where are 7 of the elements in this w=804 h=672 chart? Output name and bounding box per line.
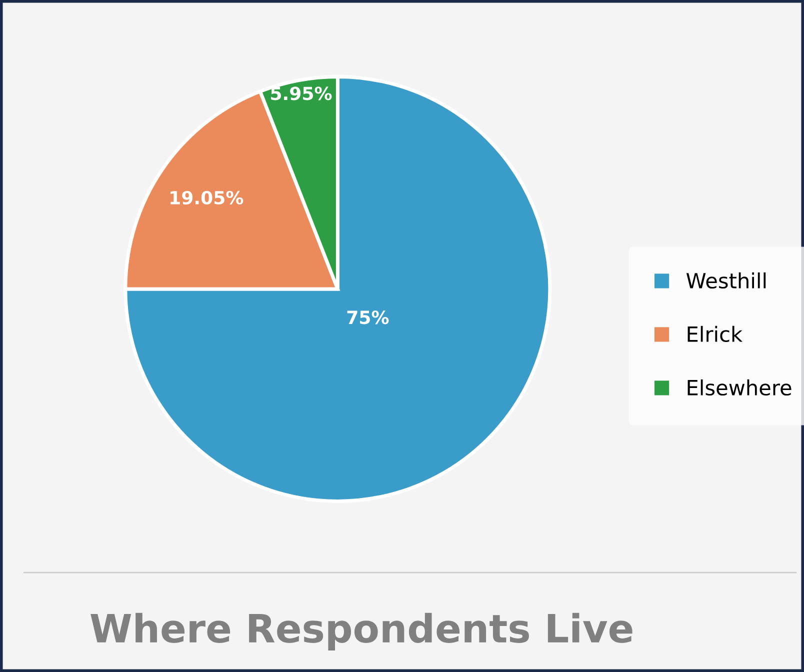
data-label: 5.95% — [271, 86, 332, 100]
data-label: 19.05% — [170, 190, 244, 205]
data-label: 75% — [347, 310, 389, 324]
text: Where Respondents Live — [90, 612, 632, 650]
legend-label: Westhill — [686, 272, 766, 289]
legend-label: Elrick — [688, 326, 743, 342]
legend-label: Elsewhere — [688, 379, 792, 396]
